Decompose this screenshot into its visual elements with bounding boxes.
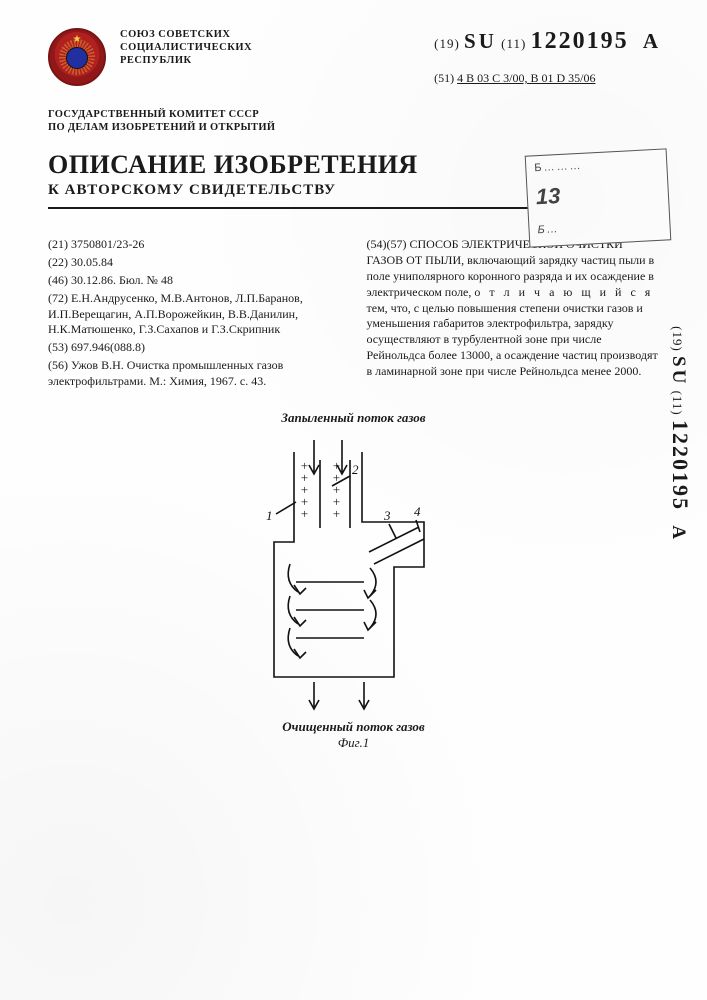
right-column: (54)(57) СПОСОБ ЭЛЕКТРИЧЕСКОЙ ОЧИСТКИ ГА… [367,237,660,391]
side-number: 1220195 [668,420,693,511]
field-72: (72) Е.Н.Андрусенко, М.В.Антонов, Л.П.Ба… [48,291,341,338]
code-number: 1220195 [531,28,629,54]
union-line: РЕСПУБЛИК [120,54,252,67]
union-name: СОЮЗ СОВЕТСКИХ СОЦИАЛИСТИЧЕСКИХ РЕСПУБЛИ… [120,28,252,67]
stamp-number: 13 [535,178,660,210]
field-46: (46) 30.12.86. Бюл. № 48 [48,273,341,289]
union-line: СОЮЗ СОВЕТСКИХ [120,28,252,41]
field-22: (22) 30.05.84 [48,255,341,271]
side-document-code: (19) SU (11) 1220195 A [667,326,693,540]
side-su: SU [668,356,689,386]
left-column: (21) 3750801/23-26 (22) 30.05.84 (46) 30… [48,237,341,391]
stamp-line: Б……… [534,156,658,174]
code-suffix: A [643,29,659,53]
union-line: СОЦИАЛИСТИЧЕСКИХ [120,41,252,54]
side-suffix: A [668,525,689,540]
code-su: SU [464,29,497,53]
callout-4: 4 [414,504,421,519]
document-code: (19) SU (11) 1220195 A [434,28,659,55]
committee-line: ПО ДЕЛАМ ИЗОБРЕТЕНИЙ И ОТКРЫТИЙ [48,121,659,134]
registration-stamp: Б……… 13 Б… [525,148,672,247]
side-prefix: (19) [670,326,685,352]
figure: Запыленный поток газов +++++ +++++ 1 2 3… [48,410,659,751]
svg-text:+: + [300,506,309,521]
abstract-body: тем, что, с целью повышения степени очис… [367,301,658,378]
stamp-line: Б… [537,218,661,236]
callout-2: 2 [352,462,359,477]
svg-text:+: + [332,506,341,521]
side-mid: (11) [670,391,685,416]
figure-bottom-caption: Очищенный поток газов [48,719,659,735]
class-prefix: (51) [434,71,454,85]
code-mid: (11) [501,36,526,51]
state-emblem [48,28,106,86]
field-56: (56) Ужов В.Н. Очистка промышленных газо… [48,358,341,390]
figure-top-caption: Запыленный поток газов [48,410,659,426]
abstract-emphasis: о т л и ч а ю щ и й с я [474,285,653,299]
callout-1: 1 [266,508,273,523]
abstract: (54)(57) СПОСОБ ЭЛЕКТРИЧЕСКОЙ ОЧИСТКИ ГА… [367,237,660,379]
figure-diagram: +++++ +++++ 1 2 3 4 [224,432,484,712]
field-21: (21) 3750801/23-26 [48,237,341,253]
field-53: (53) 697.946(088.8) [48,340,341,356]
code-prefix: (19) [434,36,460,51]
figure-label: Фиг.1 [48,735,659,751]
committee: ГОСУДАРСТВЕННЫЙ КОМИТЕТ СССР ПО ДЕЛАМ ИЗ… [48,108,659,134]
callout-3: 3 [383,508,391,523]
committee-line: ГОСУДАРСТВЕННЫЙ КОМИТЕТ СССР [48,108,659,121]
ipc-class: (51) 4 B 03 C 3/00, B 01 D 35/06 [434,71,659,86]
class-text: 4 B 03 C 3/00, B 01 D 35/06 [457,71,595,85]
